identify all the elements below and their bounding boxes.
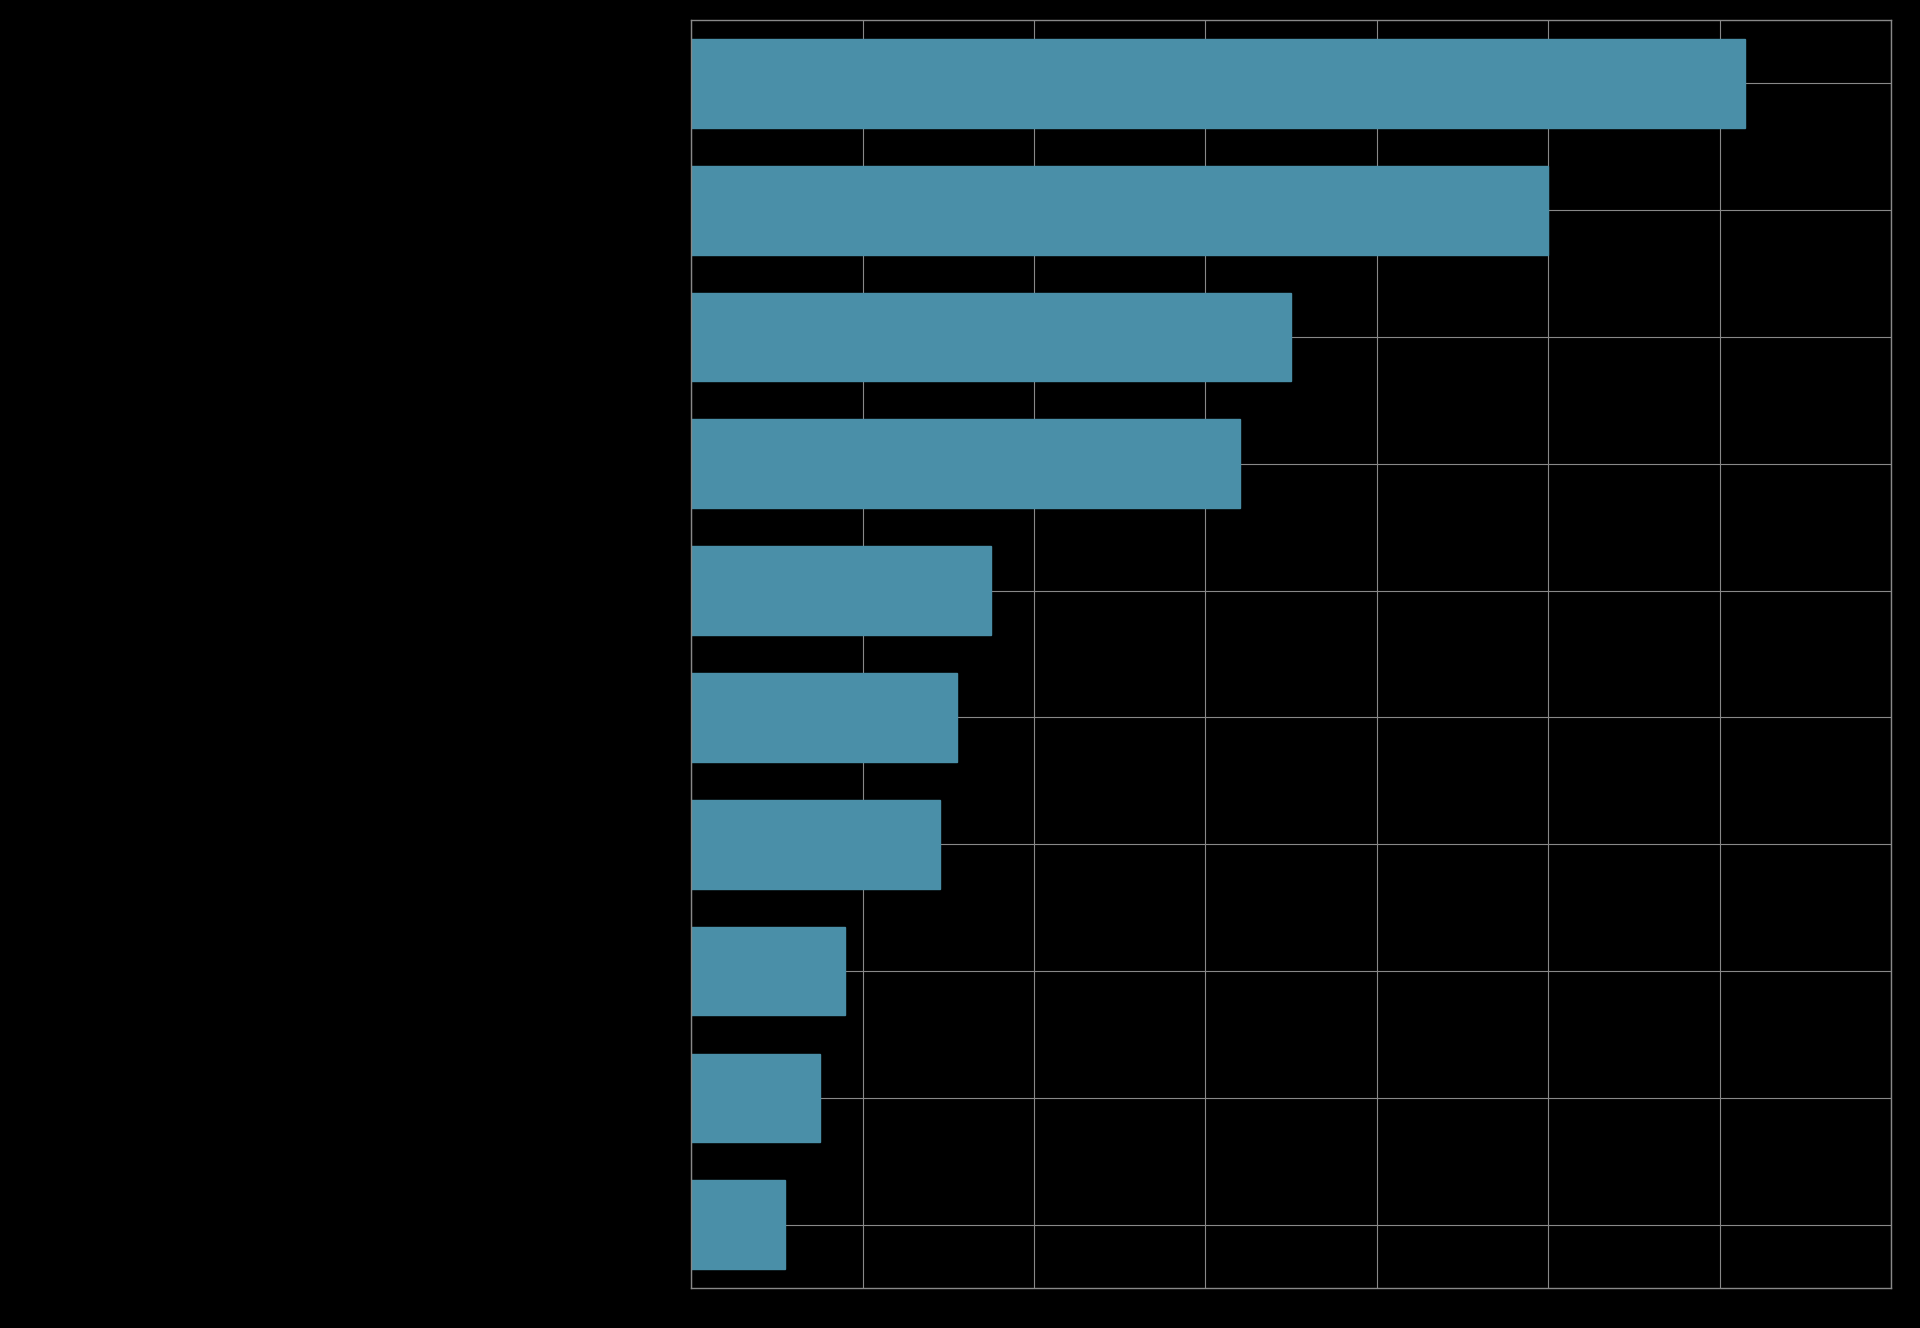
Bar	[691, 927, 845, 1016]
Bar	[691, 1053, 820, 1142]
Bar	[691, 39, 1745, 127]
Bar	[691, 546, 991, 635]
Bar	[691, 292, 1290, 381]
Bar	[691, 673, 956, 762]
Bar	[691, 420, 1240, 509]
Bar	[691, 799, 939, 888]
Bar	[691, 166, 1548, 255]
Bar	[691, 1181, 785, 1270]
